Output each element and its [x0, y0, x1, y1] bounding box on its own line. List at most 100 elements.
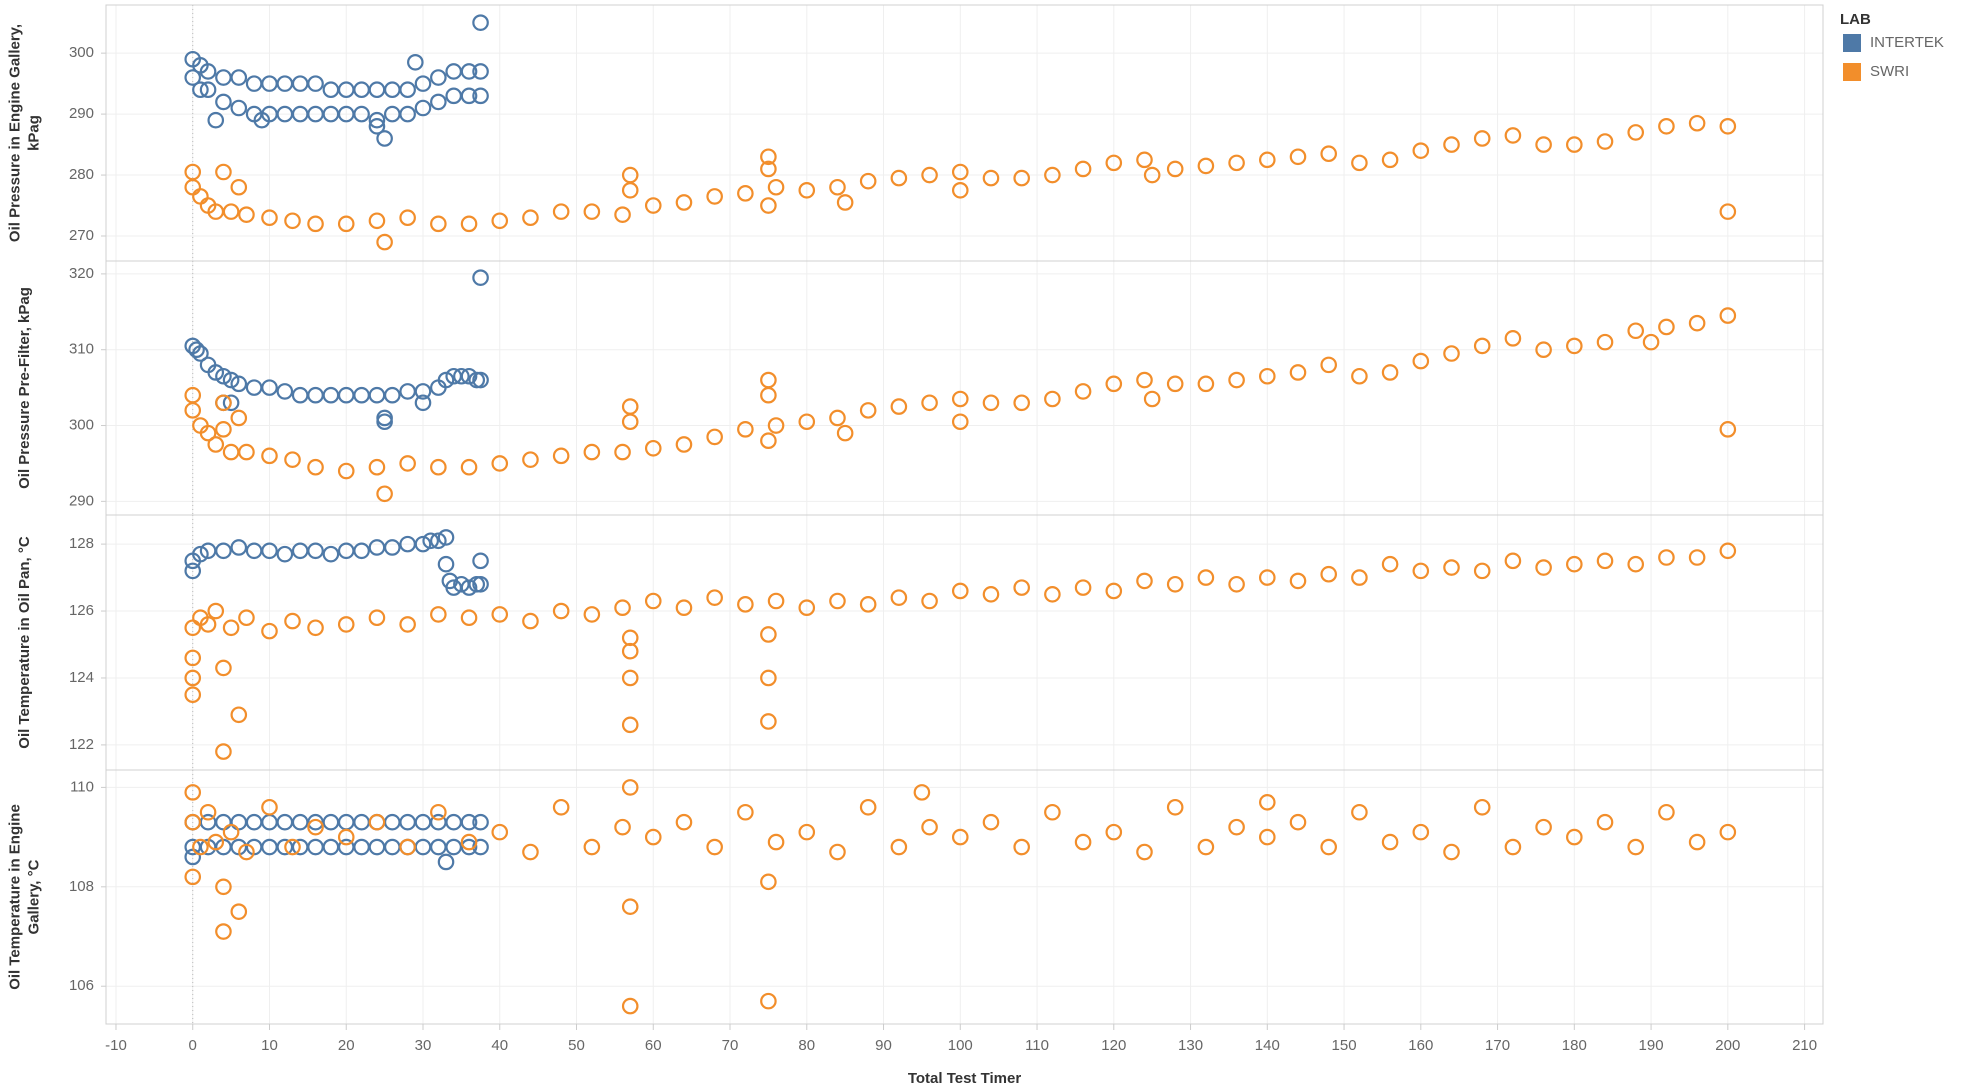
point [353, 81, 370, 99]
point [199, 81, 217, 99]
point [760, 713, 777, 730]
point [422, 532, 439, 550]
point [1412, 352, 1430, 370]
point [1412, 823, 1430, 841]
point [238, 443, 255, 461]
point [1719, 307, 1737, 324]
point [368, 117, 386, 135]
point [399, 209, 416, 227]
legend-swatch [1843, 63, 1861, 81]
point [399, 81, 416, 99]
point [1443, 843, 1460, 861]
point [1105, 154, 1123, 172]
point [430, 69, 447, 86]
point [307, 458, 324, 476]
point [215, 878, 232, 896]
point [1473, 798, 1491, 816]
point [767, 417, 785, 434]
point [453, 367, 470, 385]
point [430, 215, 447, 233]
point [307, 386, 324, 404]
point [199, 803, 217, 821]
point [1228, 575, 1245, 593]
x-tick-label: 30 [415, 1037, 432, 1054]
x-tick-label: 170 [1485, 1037, 1510, 1054]
point [1627, 555, 1645, 573]
point [644, 439, 662, 457]
point [1228, 154, 1245, 172]
y-tick-label: 270 [69, 227, 94, 244]
point [383, 386, 401, 404]
point [337, 616, 355, 633]
y-axis-label-line: Gallery, °C [25, 859, 42, 934]
point [1719, 823, 1737, 841]
x-tick-label: 200 [1715, 1037, 1740, 1054]
point [1136, 371, 1153, 389]
point [1566, 555, 1583, 573]
point [1074, 160, 1092, 178]
point [1381, 555, 1399, 573]
y-tick-label: 126 [69, 602, 94, 619]
point [383, 813, 401, 831]
point [829, 843, 846, 861]
y-tick-label: 280 [69, 166, 94, 183]
point [522, 843, 539, 861]
point [1658, 549, 1675, 566]
point [798, 413, 816, 431]
point [207, 436, 225, 453]
point [261, 447, 278, 465]
x-tick-label: 90 [875, 1037, 892, 1054]
point [836, 194, 854, 211]
point [675, 436, 693, 453]
point [222, 203, 240, 220]
point [1566, 828, 1583, 846]
point [1013, 579, 1030, 596]
point [222, 443, 240, 461]
point [1166, 375, 1184, 393]
point [951, 163, 969, 181]
legend-label: SWRI [1870, 63, 1909, 80]
panel-frame [105, 769, 1824, 1025]
point [460, 87, 478, 105]
point [445, 63, 462, 80]
point [644, 828, 662, 846]
point [460, 367, 478, 385]
point [445, 838, 462, 856]
point [1258, 367, 1276, 385]
point [1658, 318, 1675, 336]
point [222, 371, 240, 389]
point [1136, 151, 1153, 169]
point [199, 424, 217, 442]
point [192, 838, 209, 856]
point [1504, 552, 1522, 570]
point [430, 803, 447, 821]
x-tick-label: 70 [722, 1037, 739, 1054]
point [1688, 314, 1706, 332]
point [1258, 151, 1276, 169]
point [737, 803, 754, 821]
point [522, 209, 539, 227]
point [760, 386, 777, 404]
point [1166, 160, 1184, 178]
point [368, 838, 386, 856]
point [376, 409, 393, 427]
point [737, 185, 754, 202]
point [621, 642, 639, 660]
point [222, 619, 240, 637]
point [951, 181, 969, 199]
x-tick-label: 150 [1332, 1037, 1357, 1054]
x-tick-label: 10 [261, 1037, 278, 1054]
point [1136, 843, 1153, 861]
point [951, 413, 969, 431]
point [399, 383, 416, 400]
point [414, 99, 432, 117]
x-tick-label: 20 [338, 1037, 355, 1054]
point [407, 53, 424, 71]
point [982, 169, 1000, 187]
point [1258, 794, 1276, 811]
x-axis-label: Total Test Timer [908, 1070, 1022, 1087]
point [1228, 818, 1245, 836]
point [1074, 383, 1092, 400]
y-axis-label: Oil Temperature in Engine Gallery, °C [6, 804, 42, 990]
point [760, 992, 777, 1010]
